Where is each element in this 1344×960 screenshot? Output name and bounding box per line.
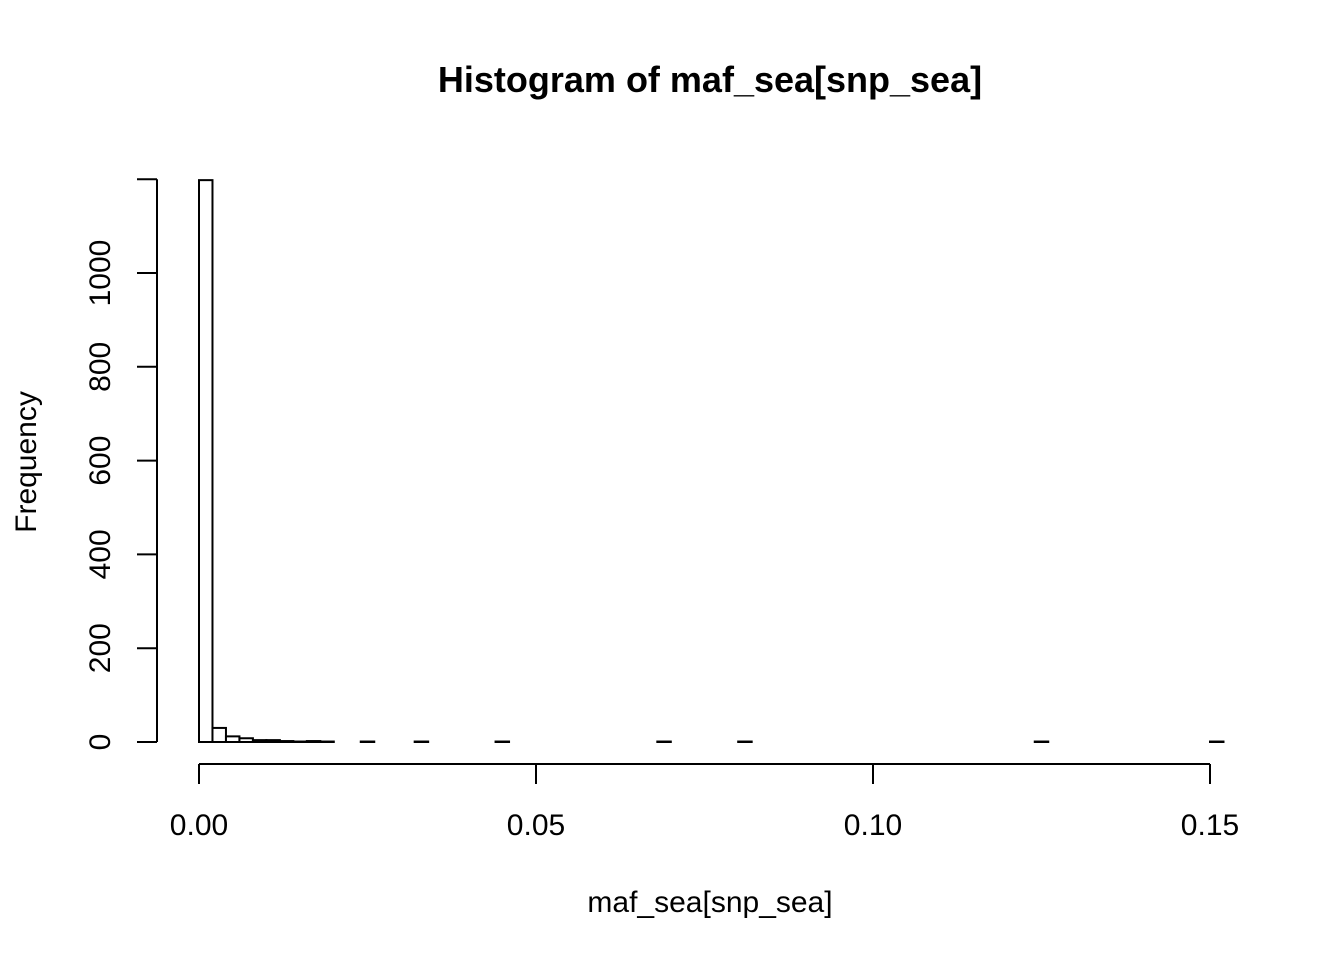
x-axis: 0.00 0.05 0.10 0.15 (170, 763, 1239, 842)
y-tick-label: 800 (84, 342, 117, 392)
histogram-bar (238, 737, 254, 743)
histogram-bar (224, 735, 241, 743)
y-axis: 0 200 400 600 800 1000 (84, 178, 158, 751)
x-axis-label: maf_sea[snp_sea] (587, 886, 832, 919)
histogram-bar (265, 739, 281, 743)
chart-title: Histogram of maf_sea[snp_sea] (438, 59, 982, 100)
y-tick-label: 600 (84, 436, 117, 486)
y-axis-label: Frequency (10, 391, 43, 533)
x-tick-label: 0.15 (1181, 809, 1239, 842)
histogram-bar (211, 726, 227, 743)
y-tick-label: 200 (84, 623, 117, 673)
histogram-bar (305, 740, 322, 743)
histogram-bar (198, 179, 214, 743)
histogram-bar (278, 740, 295, 743)
bars-group (198, 179, 1225, 744)
y-tick-label: 400 (84, 529, 117, 579)
x-tick-label: 0.10 (844, 809, 902, 842)
y-tick-label: 0 (84, 734, 117, 751)
x-tick-label: 0.05 (507, 809, 565, 842)
y-tick-label: 1000 (84, 240, 117, 307)
x-tick-label: 0.00 (170, 809, 228, 842)
histogram-bar (251, 739, 268, 743)
